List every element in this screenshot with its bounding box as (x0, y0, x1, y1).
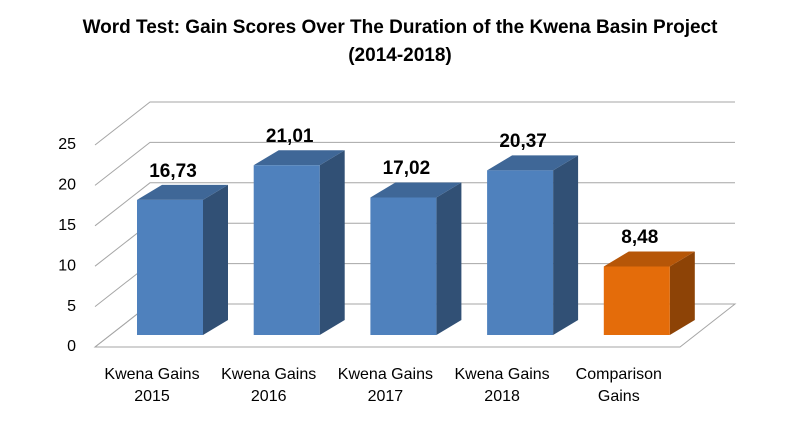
bar (253, 150, 345, 335)
y-tick-label: 20 (58, 177, 76, 194)
bar-side (203, 184, 228, 335)
bar-top (253, 150, 345, 166)
y-tick-label: 10 (58, 257, 76, 274)
bar-top (137, 184, 228, 200)
bar-top (603, 251, 695, 267)
bar-side (553, 155, 579, 335)
value-label: 8,48 (621, 227, 659, 249)
value-label: 21,01 (265, 126, 314, 148)
bar (370, 182, 462, 335)
bar (487, 155, 579, 335)
x-tick-label: Kwena Gains 2016 (221, 366, 317, 405)
chart-title: Word Test: Gain Scores Over The Duration… (82, 17, 718, 66)
x-tick-label: Kwena Gains 2015 (104, 366, 200, 405)
bar-side (319, 150, 345, 335)
bar-front (487, 170, 554, 335)
grid-line (94, 141, 735, 186)
x-tick-label: Comparison Gains (575, 366, 662, 405)
y-tick-label: 25 (58, 136, 76, 153)
bar-front (370, 197, 437, 335)
value-label: 20,37 (499, 131, 547, 153)
y-tick-label: 0 (67, 338, 76, 355)
bar (137, 184, 228, 335)
y-tick-label: 5 (67, 298, 76, 315)
y-tick-label: 15 (58, 217, 76, 234)
bar-side (436, 182, 462, 335)
bar-front (137, 199, 203, 335)
bar (603, 251, 695, 335)
bar-front (253, 165, 320, 335)
value-label: 17,02 (382, 158, 431, 180)
bar-top (487, 155, 579, 171)
value-label: 16,73 (149, 160, 197, 182)
bar-front (603, 266, 670, 335)
bar-side (669, 251, 695, 335)
x-tick-label: Kwena Gains 2018 (454, 366, 550, 405)
x-tick-label: Kwena Gains 2017 (337, 366, 433, 405)
bar-top (370, 182, 462, 198)
grid-line (94, 101, 735, 146)
